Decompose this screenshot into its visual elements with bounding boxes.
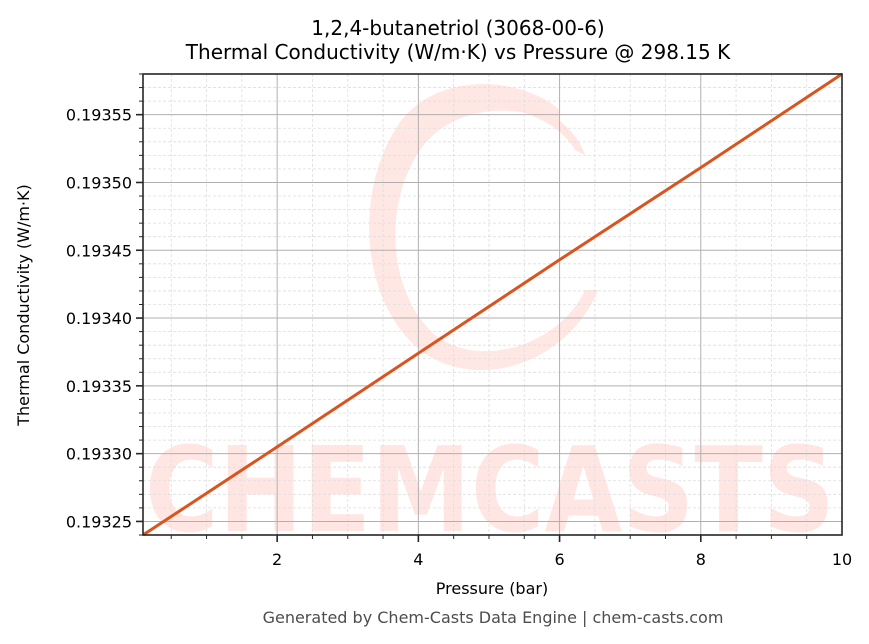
- y-tick-label: 0.19340: [66, 309, 132, 328]
- data-line: [142, 72, 843, 537]
- y-tick-labels: 0.19325 0.19330 0.19335 0.19340 0.19345 0.193…: [66, 106, 132, 532]
- footer-credit: Generated by Chem-Casts Data Engine | ch…: [262, 608, 724, 627]
- x-tick-label: 8: [696, 550, 706, 569]
- y-tick-label: 0.19345: [66, 241, 132, 260]
- watermark-text: CHEMCASTS: [145, 421, 835, 559]
- x-tick-label: 2: [272, 550, 282, 569]
- major-gridlines: [143, 74, 842, 535]
- y-tick-label: 0.19325: [66, 512, 132, 531]
- chart-title-line2: Thermal Conductivity (W/m·K) vs Pressure…: [185, 40, 731, 64]
- x-axis-label: Pressure (bar): [436, 579, 548, 598]
- axis-ticks: [136, 73, 808, 542]
- y-axis-label: Thermal Conductivity (W/m·K): [14, 184, 33, 427]
- y-tick-label: 0.19330: [66, 445, 132, 464]
- watermark: CHEMCASTS: [145, 84, 835, 559]
- y-tick-label: 0.19335: [66, 377, 132, 396]
- x-tick-labels: 2 4 6 8 10: [272, 550, 852, 569]
- x-tick-label: 6: [554, 550, 564, 569]
- x-tick-label: 4: [413, 550, 423, 569]
- y-tick-label: 0.19355: [66, 106, 132, 125]
- x-tick-label: 10: [832, 550, 852, 569]
- y-tick-label: 0.19350: [66, 173, 132, 192]
- chart-title-line1: 1,2,4-butanetriol (3068-00-6): [311, 16, 605, 40]
